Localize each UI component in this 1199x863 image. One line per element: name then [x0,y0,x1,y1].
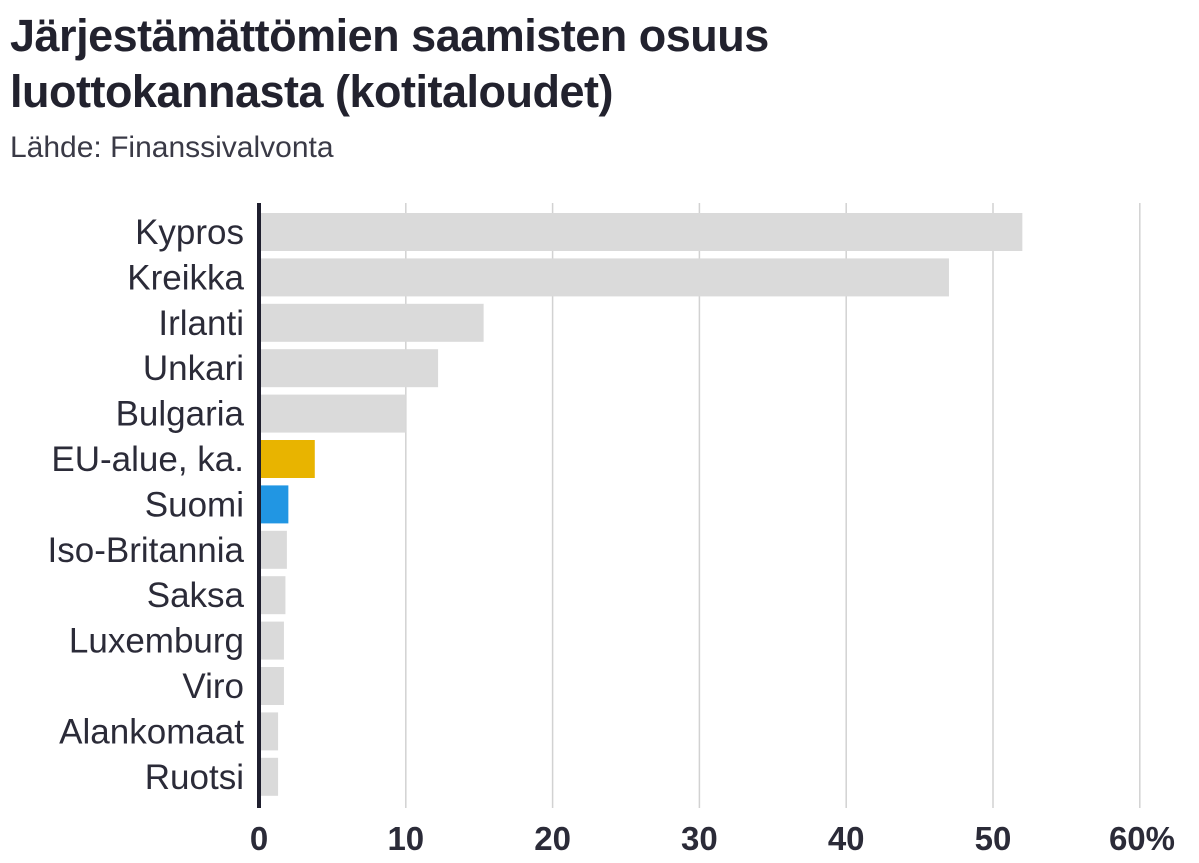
tick-label-40: 40 [828,820,865,857]
tick-labels: 0 10 20 30 40 50 60% [250,820,1175,857]
bar-eu-alue-ka [259,440,315,478]
category-label-bulgaria: Bulgaria [116,395,245,434]
category-labels: Kypros Kreikka Irlanti Unkari Bulgaria EU-alu… [48,213,245,797]
category-label-unkari: Unkari [143,349,244,388]
tick-label-20: 20 [534,820,571,857]
tick-label-50: 50 [975,820,1012,857]
tick-label-30: 30 [681,820,718,857]
category-label-irlanti: Irlanti [158,304,244,343]
category-label-eu-alue-ka: EU-alue, ka. [51,440,244,479]
bar-kreikka [259,258,949,297]
category-label-kypros: Kypros [135,213,244,252]
chart-title-line1: Järjestämättömien saamisten osuus [10,10,769,61]
chart-source: Lähde: Finanssivalvonta [10,131,334,164]
bar-irlanti [259,303,484,342]
category-label-saksa: Saksa [147,576,245,615]
bar-suomi [259,485,289,524]
bar-iso-britannia [259,530,287,569]
bar-alankomaat [259,712,279,751]
category-label-kreikka: Kreikka [127,258,244,297]
bar-viro [259,667,284,705]
category-label-alankomaat: Alankomaat [59,712,244,751]
tick-label-0: 0 [250,820,268,857]
tick-label-10: 10 [387,820,424,857]
category-label-ruotsi: Ruotsi [145,758,244,797]
chart-title-line2: luottokannasta (kotitaloudet) [10,66,614,117]
bar-kypros [259,213,1023,251]
gridlines [405,203,1141,808]
category-label-luxemburg: Luxemburg [69,622,244,661]
bars [259,213,1023,796]
tick-label-60: 60% [1109,820,1175,857]
category-label-iso-britannia: Iso-Britannia [48,531,245,570]
bar-saksa [259,576,286,615]
category-label-suomi: Suomi [145,485,244,524]
bar-ruotsi [259,757,279,796]
bar-luxemburg [259,621,284,660]
chart-title: Järjestämättömien saamisten osuus luotto… [10,8,769,120]
category-label-viro: Viro [182,667,244,706]
bar-bulgaria [259,394,406,433]
bar-unkari [259,349,439,388]
